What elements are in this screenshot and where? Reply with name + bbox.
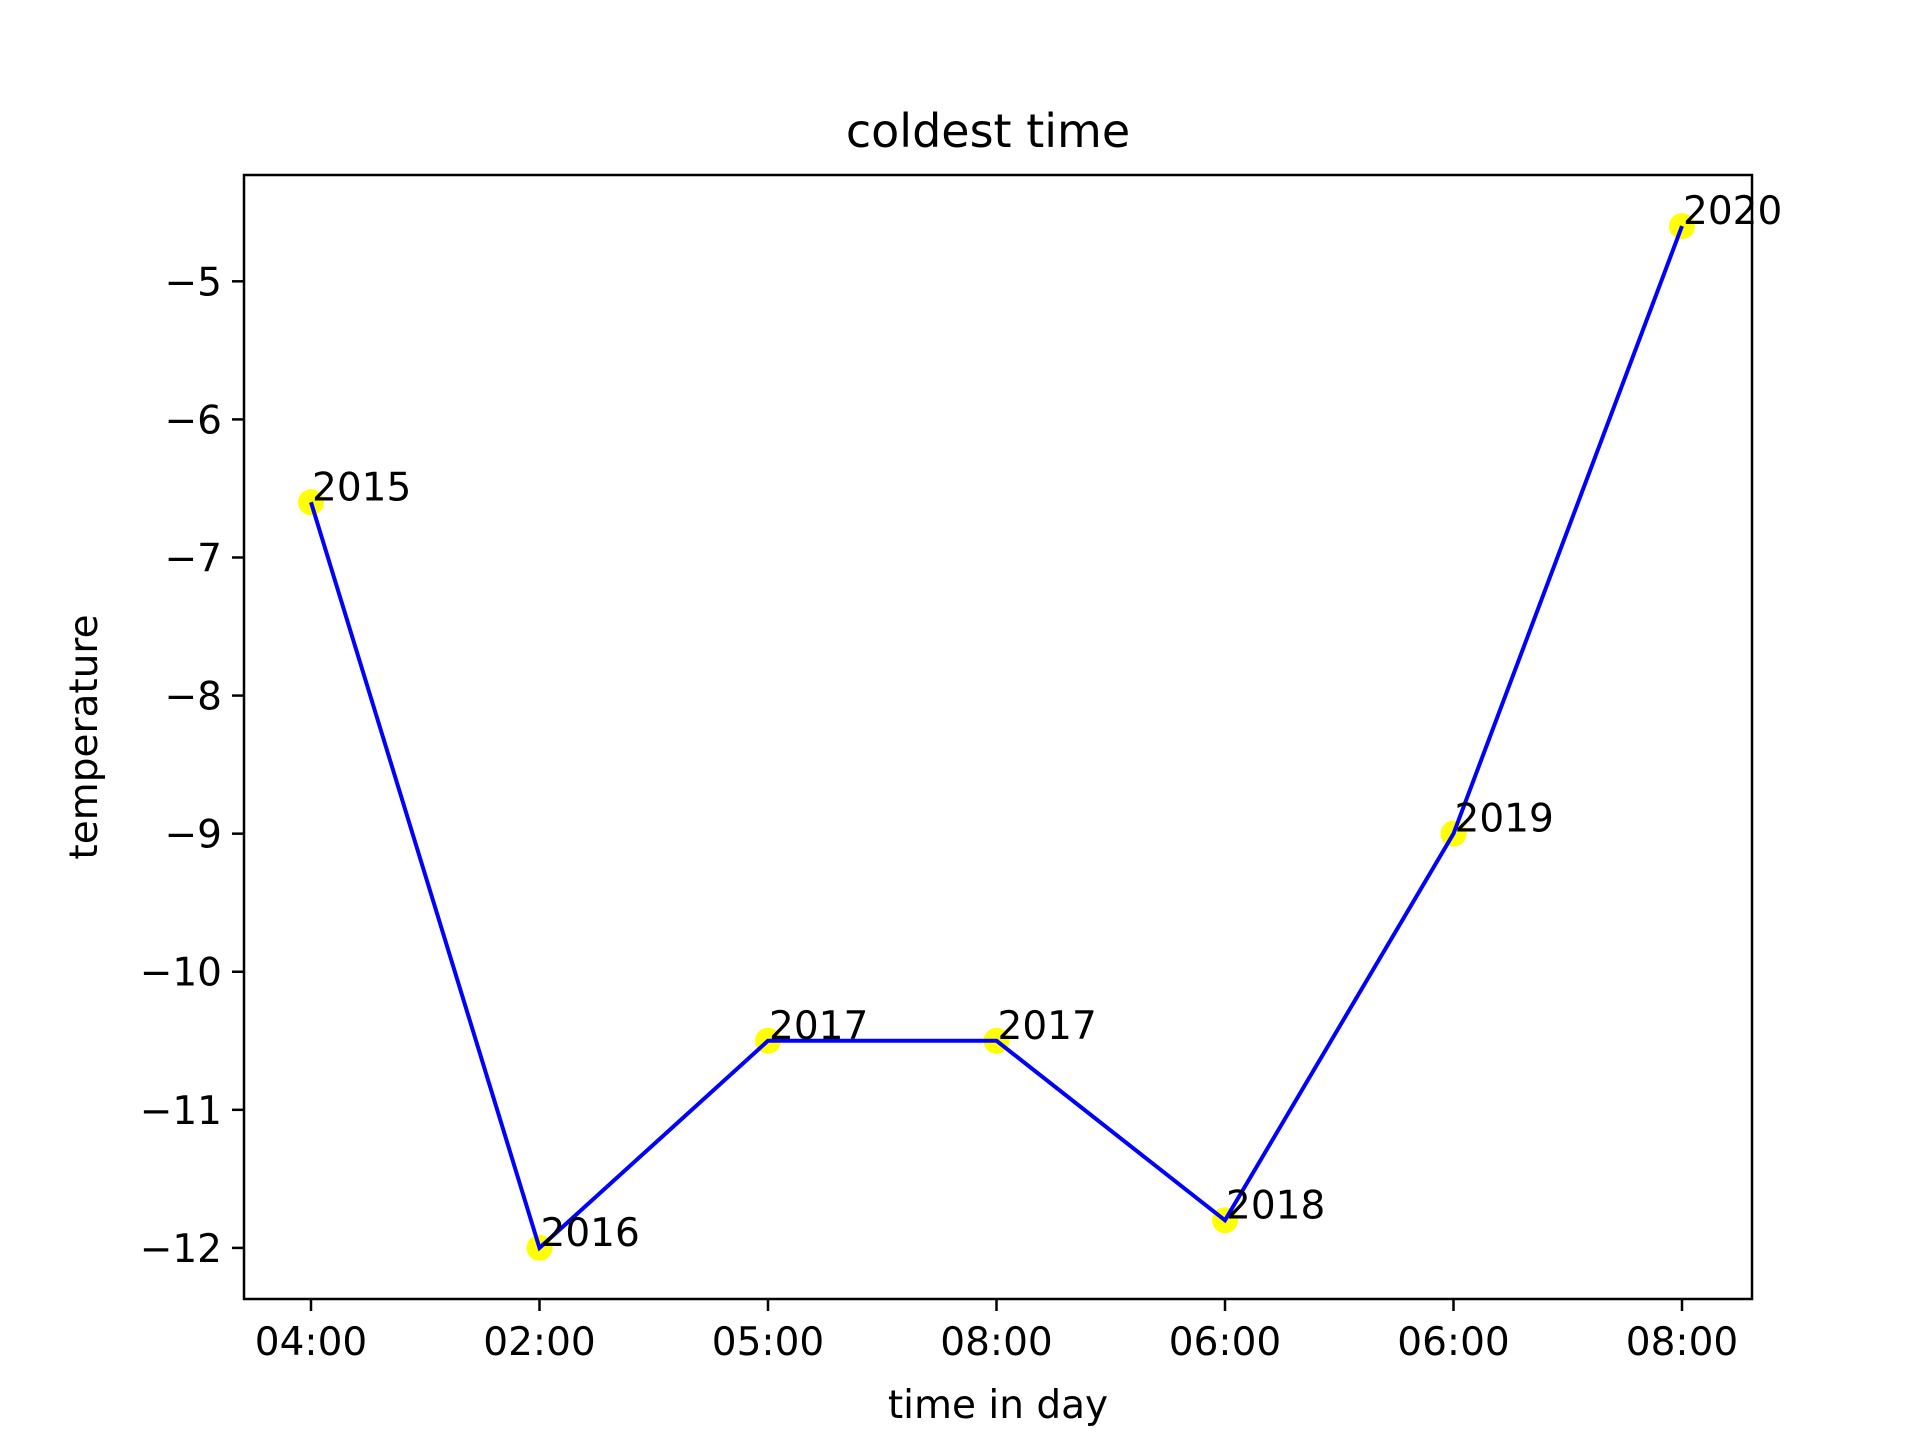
y-tick-label: −10 [140,951,222,996]
chart-title: coldest time [846,104,1130,158]
x-tick-label: 05:00 [712,1320,824,1365]
axes-frame [242,173,1754,1301]
y-tick-label: −9 [165,813,223,858]
series-line [309,225,1684,1252]
point-label: 2020 [1683,189,1782,234]
y-tick-label: −12 [140,1227,222,1272]
y-axis-label: temperature [62,614,107,859]
x-tick-label: 08:00 [1626,1320,1738,1365]
x-tick-label: 02:00 [483,1320,595,1365]
x-tick-label: 06:00 [1169,1320,1281,1365]
y-tick-label: −7 [165,536,223,581]
y-tick-label: −6 [165,398,223,443]
point-label: 2019 [1455,797,1554,842]
x-axis-label: time in day [888,1383,1108,1428]
x-axis: 04:00 02:00 05:00 08:00 06:00 06:00 08:00 [255,1299,1738,1365]
x-tick-label: 04:00 [255,1320,367,1365]
plot-area: 2015 2016 2017 2017 2018 2019 2020 [298,189,1782,1261]
x-tick-label: 08:00 [940,1320,1052,1365]
y-tick-label: −8 [165,675,223,720]
point-label: 2017 [998,1004,1097,1049]
point-label: 2016 [541,1211,640,1256]
y-axis: −12 −11 −10 −9 −8 −7 −6 −5 [140,260,244,1272]
x-tick-label: 06:00 [1397,1320,1509,1365]
point-label: 2017 [769,1004,868,1049]
y-tick-label: −11 [140,1089,222,1134]
point-label: 2015 [312,465,411,510]
point-label: 2018 [1226,1183,1325,1228]
y-tick-label: −5 [165,260,223,305]
